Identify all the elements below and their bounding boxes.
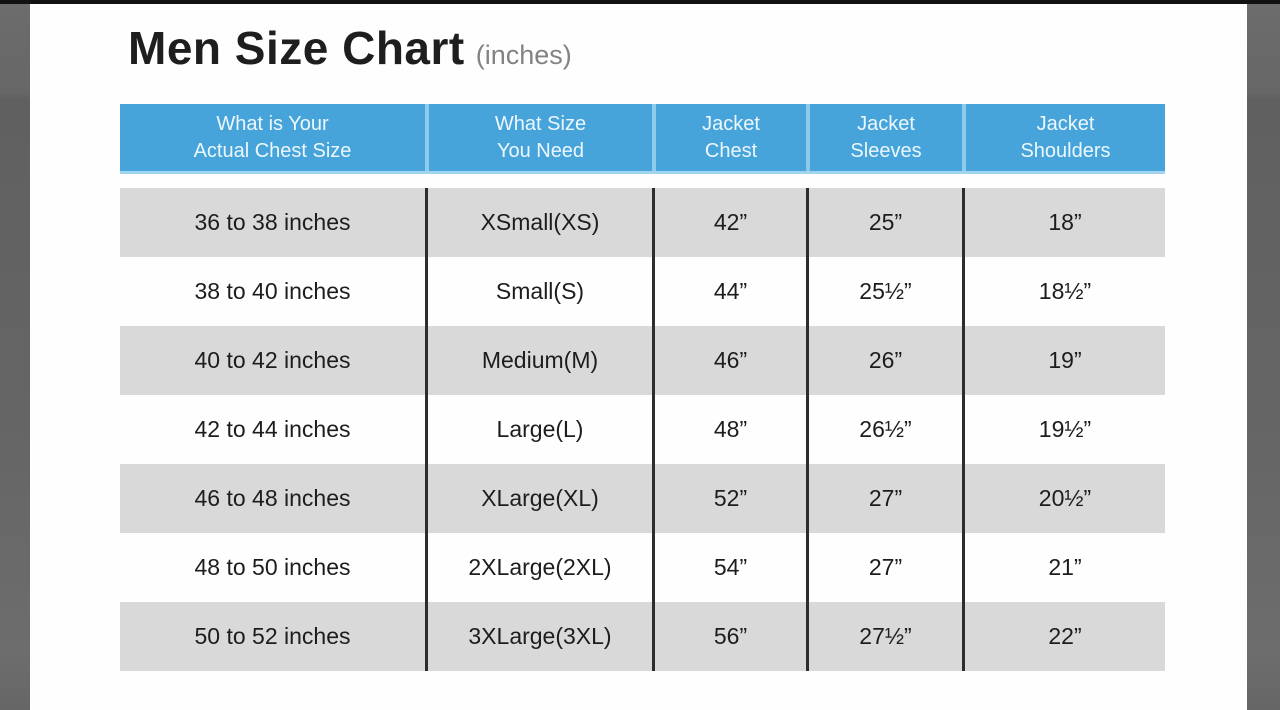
cell-chest-range: 48 to 50 inches [194, 554, 351, 580]
header-line: Jacket [702, 112, 760, 135]
cell-jacket-sleeves: 25½” [806, 257, 962, 326]
cell-jacket-chest: 54” [652, 533, 806, 602]
cell-chest-range: 36 to 38 inches [194, 209, 351, 235]
cell-jacket-sleeves: 26” [806, 326, 962, 395]
header-cell-size-needed: What Size You Need [425, 104, 652, 171]
cell-jacket-shoulders: 18” [962, 188, 1165, 257]
cell-chest-range: 50 to 52 inches [194, 623, 351, 649]
cell-jacket-shoulders: 22” [962, 602, 1165, 671]
header-line: Chest [704, 139, 758, 162]
cell-jacket-chest: 42” [652, 188, 806, 257]
cell-jacket-sleeves: 26½” [806, 395, 962, 464]
cell-size-name: XLarge(XL) [425, 464, 652, 533]
header-cell-jacket-chest: Jacket Chest [652, 104, 806, 171]
size-chart-page: Men Size Chart (inches) What is Your Act… [30, 4, 1247, 710]
header-line: What is Your [216, 112, 329, 135]
cell-size-name: XSmall(XS) [425, 188, 652, 257]
cell-jacket-chest: 52” [652, 464, 806, 533]
header-cell-jacket-sleeves: Jacket Sleeves [806, 104, 962, 171]
table-row-xlarge: 46 to 48 inches XLarge(XL) 52” 27” 20½” [120, 464, 1165, 533]
cell-jacket-shoulders: 19½” [962, 395, 1165, 464]
cell-jacket-sleeves: 25” [806, 188, 962, 257]
cell-jacket-sleeves: 27” [806, 464, 962, 533]
header-line: Sleeves [850, 139, 922, 162]
cell-chest-range: 40 to 42 inches [194, 347, 351, 373]
table-header-row: What is Your Actual Chest Size What Size… [120, 104, 1165, 174]
men-size-chart-table: What is Your Actual Chest Size What Size… [120, 104, 1165, 671]
table-row-large: 42 to 44 inches Large(L) 48” 26½” 19½” [120, 395, 1165, 464]
header-line: Jacket [857, 112, 915, 135]
table-row-medium: 40 to 42 inches Medium(M) 46” 26” 19” [120, 326, 1165, 395]
cell-jacket-shoulders: 18½” [962, 257, 1165, 326]
header-line: You Need [496, 139, 585, 162]
cell-jacket-chest: 48” [652, 395, 806, 464]
header-line: Shoulders [1020, 139, 1111, 162]
cell-size-name: Large(L) [425, 395, 652, 464]
header-cell-chest-size: What is Your Actual Chest Size [120, 104, 425, 171]
table-row-2xlarge: 48 to 50 inches 2XLarge(2XL) 54” 27” 21” [120, 533, 1165, 602]
cell-jacket-chest: 56” [652, 602, 806, 671]
table-row-xsmall: 36 to 38 inches XSmall(XS) 42” 25” 18” [120, 188, 1165, 257]
cell-jacket-shoulders: 21” [962, 533, 1165, 602]
table-row-small: 38 to 40 inches Small(S) 44” 25½” 18½” [120, 257, 1165, 326]
cell-size-name: Small(S) [425, 257, 652, 326]
cell-jacket-shoulders: 20½” [962, 464, 1165, 533]
cell-jacket-chest: 44” [652, 257, 806, 326]
header-line: Jacket [1036, 112, 1095, 135]
table-body: 36 to 38 inches XSmall(XS) 42” 25” 18” 3… [120, 188, 1165, 671]
header-cell-jacket-shoulders: Jacket Shoulders [962, 104, 1165, 171]
cell-jacket-sleeves: 27” [806, 533, 962, 602]
title-block: Men Size Chart (inches) [128, 20, 572, 76]
cell-chest-range: 46 to 48 inches [194, 485, 351, 511]
letterbox-top-bar [0, 0, 1280, 4]
table-row-3xlarge: 50 to 52 inches 3XLarge(3XL) 56” 27½” 22… [120, 602, 1165, 671]
header-body-gap [120, 174, 1165, 188]
cell-size-name: 2XLarge(2XL) [425, 533, 652, 602]
cell-size-name: 3XLarge(3XL) [425, 602, 652, 671]
cell-chest-range: 42 to 44 inches [194, 416, 351, 442]
cell-size-name: Medium(M) [425, 326, 652, 395]
cell-jacket-sleeves: 27½” [806, 602, 962, 671]
cell-chest-range: 38 to 40 inches [194, 278, 351, 304]
header-line: Actual Chest Size [193, 139, 352, 162]
page-title-units: (inches) [475, 40, 572, 70]
cell-jacket-shoulders: 19” [962, 326, 1165, 395]
letterbox-left-bar [0, 0, 30, 710]
header-line: What Size [494, 112, 587, 135]
cell-jacket-chest: 46” [652, 326, 806, 395]
letterbox-right-bar [1247, 0, 1280, 710]
page-title: Men Size Chart [128, 22, 465, 74]
